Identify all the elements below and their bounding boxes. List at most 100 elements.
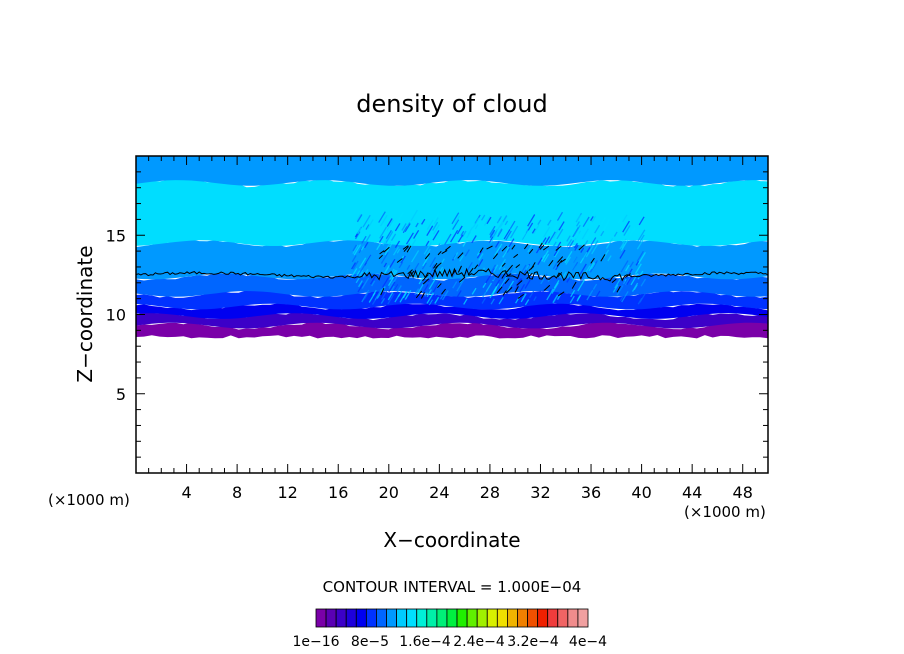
texture-stroke: [556, 241, 562, 249]
texture-stroke: [482, 291, 487, 298]
texture-stroke: [366, 252, 374, 264]
contour-squiggle: [479, 247, 484, 253]
texture-stroke: [529, 290, 535, 299]
texture-stroke: [432, 230, 440, 241]
contour-squiggle: [538, 242, 543, 249]
texture-stroke: [366, 219, 374, 230]
contour-interval-text: CONTOUR INTERVAL = 1.000E−04: [323, 578, 582, 596]
texture-stroke: [543, 226, 551, 238]
texture-stroke: [425, 248, 431, 257]
texture-stroke: [426, 292, 435, 304]
colorbar-swatch: [547, 608, 559, 628]
texture-stroke: [358, 247, 363, 254]
x-axis-ticks: 4 8 12 16 20 24 28 32 36 40 44 48: [148, 156, 756, 502]
texture-stroke: [387, 293, 395, 305]
texture-stroke: [636, 239, 644, 250]
texture-stroke: [450, 229, 459, 243]
texture-stroke: [351, 262, 357, 270]
texture-stroke: [452, 219, 460, 230]
texture-stroke: [390, 233, 397, 241]
texture-stroke: [426, 219, 434, 231]
texture-stroke: [414, 288, 420, 296]
texture-stroke: [566, 235, 571, 242]
texture-stroke: [386, 219, 394, 231]
texture-stroke: [383, 262, 388, 268]
texture-stroke: [471, 287, 477, 295]
contour-squiggle: [560, 258, 566, 263]
texture-stroke: [353, 244, 362, 256]
texture-stroke: [519, 283, 526, 293]
contour-squiggle: [441, 288, 446, 295]
texture-stroke: [566, 276, 571, 283]
texture-stroke: [521, 232, 527, 240]
x-axis-label: X−coordinate: [383, 528, 520, 552]
contour-squiggle: [517, 293, 524, 299]
texture-stroke: [634, 263, 642, 274]
texture-stroke: [502, 230, 508, 240]
texture-stroke: [358, 257, 367, 269]
texture-stroke: [524, 257, 529, 264]
colorbar-swatch: [567, 608, 579, 628]
texture-stroke: [404, 223, 411, 233]
texture-stroke: [418, 276, 424, 285]
texture-stroke: [603, 219, 610, 230]
texture-stroke: [585, 244, 594, 258]
colorbar-swatch: [527, 608, 539, 628]
texture-stroke: [494, 241, 500, 248]
texture-stroke: [362, 234, 371, 247]
texture-stroke: [429, 257, 437, 268]
colorbar-swatch: [376, 608, 387, 628]
texture-stroke: [567, 240, 575, 250]
colorbar-swatch: [416, 608, 428, 628]
texture-stroke: [575, 233, 580, 239]
texture-stroke: [590, 216, 594, 222]
texture-stroke: [498, 279, 503, 285]
texture-stroke: [489, 225, 496, 236]
texture-stroke: [537, 219, 542, 225]
contour-squiggle: [516, 280, 523, 286]
texture-stroke: [621, 243, 625, 249]
colorbar-label: 3.2e−4: [507, 634, 559, 650]
texture-stroke: [376, 242, 382, 251]
texture-stroke: [421, 218, 426, 225]
texture-stroke: [626, 275, 633, 286]
cloud-layers: [136, 156, 768, 339]
contour-squiggle: [379, 250, 385, 255]
contour-line: [136, 267, 768, 282]
texture-stroke: [544, 236, 551, 245]
texture-stroke: [380, 297, 386, 304]
x-tick-label: 4: [181, 483, 191, 502]
texture-stroke: [520, 293, 527, 303]
texture-stroke: [404, 290, 412, 300]
y-tick-label: 10: [106, 306, 126, 325]
texture-stroke: [440, 258, 445, 265]
contour-squiggle: [616, 286, 621, 293]
texture-stroke: [527, 244, 533, 253]
texture-stroke: [477, 258, 484, 267]
texture-stroke: [637, 270, 644, 280]
texture-stroke: [415, 222, 419, 228]
texture-stroke: [533, 224, 540, 235]
texture-stroke: [612, 284, 619, 293]
x-unit-right: (×1000 m): [684, 503, 766, 521]
contour-squiggle: [555, 245, 562, 251]
texture-stroke: [422, 256, 429, 267]
texture-stroke: [551, 282, 559, 294]
colorbar: [315, 608, 589, 628]
texture-stroke: [380, 251, 389, 264]
texture-stroke: [428, 293, 436, 305]
contour-squiggle: [513, 253, 519, 258]
texture-stroke: [640, 278, 647, 287]
colorbar-swatch: [436, 608, 448, 628]
contour-squiggle: [486, 245, 493, 250]
texture-stroke: [614, 247, 622, 260]
texture-stroke: [433, 217, 439, 225]
texture-stroke: [425, 240, 430, 247]
texture-stroke: [573, 242, 578, 249]
contour-squiggle: [402, 245, 409, 250]
texture-stroke: [384, 241, 392, 252]
texture-stroke: [525, 264, 530, 271]
texture-stroke: [566, 280, 574, 291]
texture-stroke: [498, 296, 504, 305]
